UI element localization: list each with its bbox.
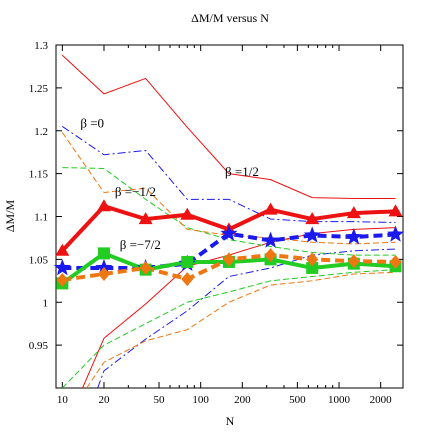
y-tick-label: 1.3 bbox=[34, 40, 48, 52]
y-tick-label: 1.25 bbox=[29, 83, 49, 95]
chart-title: ΔM/M versus N bbox=[191, 11, 269, 25]
data-point bbox=[388, 204, 403, 217]
series-line bbox=[97, 248, 396, 388]
x-axis-label: N bbox=[226, 414, 235, 428]
data-point bbox=[264, 248, 277, 263]
x-tick-label: 500 bbox=[289, 394, 306, 406]
x-tick-label: 50 bbox=[154, 394, 166, 406]
data-point bbox=[139, 260, 152, 275]
series-line bbox=[62, 126, 396, 223]
data-point bbox=[303, 226, 321, 243]
data-point bbox=[97, 247, 110, 260]
data-point bbox=[222, 252, 235, 267]
data-point bbox=[220, 224, 238, 241]
series-markers bbox=[53, 199, 405, 290]
y-tick-label: 1.05 bbox=[29, 254, 49, 266]
data-point bbox=[389, 254, 402, 269]
data-point bbox=[263, 202, 278, 215]
axis-ticks: 10 20 50 100 200 500 1000 2000 0.95 1 1.05 1.1 1.15 1… bbox=[29, 40, 403, 406]
data-point bbox=[97, 266, 110, 281]
series-line bbox=[62, 167, 396, 256]
x-tick-label: 20 bbox=[98, 394, 110, 406]
data-point bbox=[181, 255, 194, 268]
data-point bbox=[345, 228, 363, 245]
data-point bbox=[305, 212, 320, 225]
data-point bbox=[96, 199, 111, 212]
y-tick-label: 0.95 bbox=[29, 340, 49, 352]
data-point bbox=[347, 254, 360, 269]
y-tick-label: 1.2 bbox=[34, 126, 48, 138]
data-point bbox=[56, 272, 69, 287]
data-point bbox=[262, 231, 280, 248]
beta-annotation: β =−7/2 bbox=[120, 237, 161, 252]
y-tick-label: 1 bbox=[43, 297, 49, 309]
x-tick-label: 10 bbox=[57, 394, 69, 406]
y-tick-label: 1.1 bbox=[34, 212, 48, 224]
x-tick-label: 100 bbox=[192, 394, 209, 406]
data-point bbox=[306, 261, 319, 274]
annotations: β =0 β =1/2 β =−1/2 β =−7/2 bbox=[80, 115, 258, 252]
data-point bbox=[55, 243, 70, 256]
x-tick-label: 1000 bbox=[328, 394, 351, 406]
beta-annotation: β =1/2 bbox=[225, 164, 259, 179]
y-axis-label: ΔM/M bbox=[3, 199, 17, 232]
series-line bbox=[61, 132, 396, 245]
data-point bbox=[306, 252, 319, 267]
data-point bbox=[181, 272, 194, 287]
data-point bbox=[180, 207, 195, 220]
series-line bbox=[61, 269, 396, 388]
data-point bbox=[386, 225, 405, 242]
series-line bbox=[86, 271, 396, 388]
data-point bbox=[346, 206, 361, 219]
beta-annotation: β =0 bbox=[80, 115, 104, 130]
series-lines bbox=[60, 54, 396, 388]
data-point bbox=[53, 258, 71, 276]
x-tick-label: 2000 bbox=[370, 394, 393, 406]
y-tick-label: 1.15 bbox=[29, 169, 49, 181]
data-point bbox=[138, 212, 153, 225]
x-tick-label: 200 bbox=[234, 394, 251, 406]
series-line bbox=[61, 54, 396, 199]
beta-annotation: β =−1/2 bbox=[115, 184, 156, 199]
